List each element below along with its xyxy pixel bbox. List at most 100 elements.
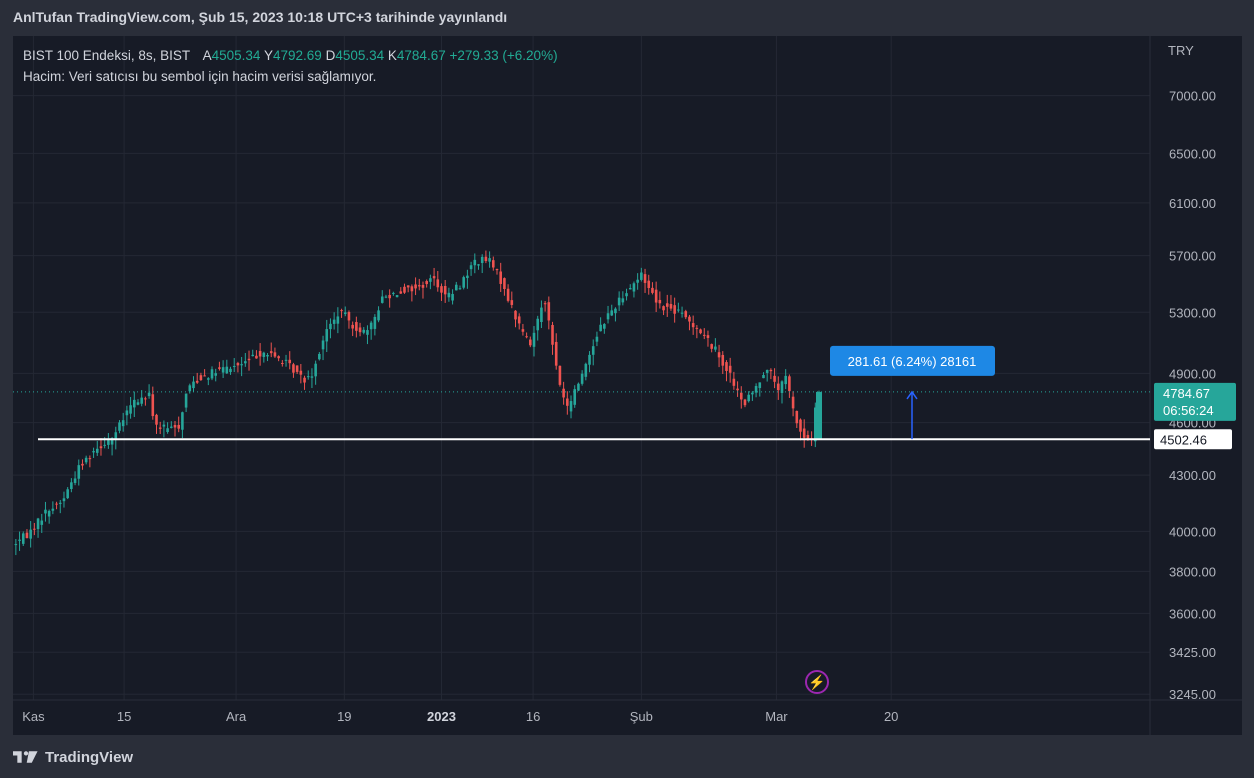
candle-body (732, 378, 736, 386)
y-tick-label: 3800.00 (1169, 564, 1216, 579)
candle-body (388, 294, 391, 299)
y-tick-label: 4300.00 (1169, 468, 1216, 483)
symbol-name[interactable]: BIST 100 Endeksi, 8s, BIST (23, 48, 190, 63)
candle-body (51, 508, 55, 511)
x-tick-label: 19 (337, 709, 351, 724)
candle-body (207, 378, 210, 380)
candle-body (440, 286, 443, 293)
y-tick-label: 4900.00 (1169, 366, 1216, 381)
candle-body (70, 482, 73, 489)
last-price-tag: 4784.67 06:56:24 (1154, 382, 1236, 421)
candle-body (710, 344, 713, 349)
candle-body (188, 385, 192, 392)
candle-body (343, 312, 347, 315)
candle-body (240, 364, 243, 366)
candle-body (466, 275, 469, 279)
chart-frame[interactable] (13, 36, 1242, 735)
candle-body (484, 256, 488, 262)
candle-body (210, 369, 214, 379)
support-price-label: 4502.46 (1160, 432, 1207, 447)
candle-body (29, 529, 32, 539)
high-value: 4792.69 (272, 48, 322, 63)
candle-body (569, 401, 573, 412)
candle-body (584, 363, 588, 377)
candle-body (647, 280, 651, 289)
candle-body (33, 528, 36, 530)
candle-body (273, 352, 277, 357)
candle-body (95, 448, 99, 453)
candle-body (384, 296, 388, 298)
candle-body (665, 303, 669, 307)
candle-body (477, 264, 480, 266)
candle-body (499, 271, 502, 284)
candle-body (258, 350, 262, 357)
last-price-countdown: 06:56:24 (1163, 403, 1214, 418)
candle-body (255, 355, 258, 359)
candle-body (702, 334, 706, 336)
candle-body (447, 292, 451, 298)
candles (14, 250, 822, 556)
candle-body (107, 440, 110, 445)
candle-body (721, 354, 725, 366)
y-tick-label: 6500.00 (1169, 146, 1216, 161)
candle-body (355, 322, 358, 331)
candle-body (588, 354, 591, 365)
candle-body (684, 311, 688, 318)
candle-body (14, 544, 18, 546)
candle-body (751, 392, 754, 395)
candle-body (277, 356, 280, 359)
candle-body (173, 424, 177, 428)
candle-body (262, 352, 266, 357)
candle-body (577, 383, 580, 391)
candle-body (451, 293, 454, 301)
candle-body (747, 394, 750, 402)
candle-body (251, 354, 255, 357)
chart-legend: BIST 100 Endeksi, 8s, BIST A4505.34 Y479… (23, 45, 558, 87)
y-tick-label: 7000.00 (1169, 89, 1216, 104)
candle-body (395, 295, 399, 298)
candle-body (773, 375, 776, 382)
candle-body (717, 352, 721, 358)
candle-body (614, 308, 617, 314)
candle-body (454, 284, 458, 291)
candle-body (221, 367, 225, 373)
x-tick-label: Kas (22, 709, 45, 724)
open-value: 4505.34 (211, 48, 261, 63)
support-price-tag: 4502.46 (1154, 429, 1232, 450)
candle-body (99, 446, 103, 449)
candle-body (765, 369, 769, 373)
candle-body (651, 287, 654, 293)
candle-body (510, 300, 514, 305)
candle-body (436, 279, 440, 288)
candle-body (295, 365, 299, 372)
candle-body (802, 428, 806, 438)
open-label: A (202, 48, 212, 63)
candle-body (77, 465, 81, 479)
candle-body (673, 305, 676, 314)
candle-body (699, 329, 702, 334)
candle-body (595, 336, 599, 342)
candle-body (728, 365, 732, 373)
candle-body (225, 366, 229, 374)
lightning-icon[interactable]: ⚡ (805, 670, 829, 694)
candle-body (399, 291, 403, 294)
candle-body (506, 288, 510, 301)
candle-body (543, 303, 547, 305)
candle-body (151, 394, 155, 417)
candle-body (218, 367, 221, 369)
candle-body (366, 330, 369, 335)
candle-body (284, 359, 288, 361)
candle-body (192, 381, 195, 389)
candle-body (229, 368, 232, 373)
y-tick-label: 5300.00 (1169, 305, 1216, 320)
candle-body (299, 370, 303, 375)
y-tick-label: 4000.00 (1169, 524, 1216, 539)
candle-body (714, 346, 717, 350)
candle-body (377, 310, 380, 321)
candle-body (136, 402, 140, 405)
x-tick-label: 15 (117, 709, 131, 724)
candle-body (18, 539, 21, 541)
candle-body (429, 278, 432, 282)
candle-body (140, 397, 143, 404)
